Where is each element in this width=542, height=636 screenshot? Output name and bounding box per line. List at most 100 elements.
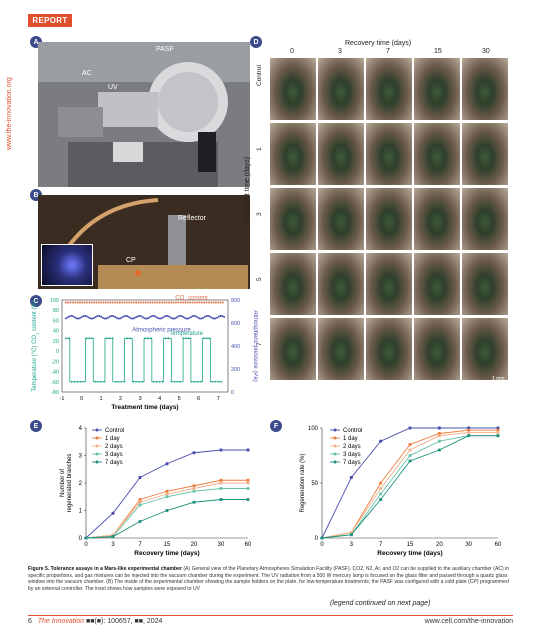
series-point	[137, 301, 140, 304]
data-point	[379, 492, 383, 496]
x-tick: 60	[245, 542, 252, 548]
series-point	[191, 301, 194, 304]
series-line	[85, 499, 248, 539]
panel-f-letter: F	[270, 420, 282, 432]
temperature-point	[202, 337, 205, 340]
temperature-point	[214, 380, 217, 383]
temperature-point	[149, 337, 152, 340]
series-point	[100, 315, 103, 318]
x-tick: 3	[111, 542, 115, 548]
data-point	[349, 531, 353, 534]
series-point	[207, 314, 210, 317]
plant-photo	[414, 253, 460, 315]
report-badge: REPORT	[28, 14, 72, 27]
x-tick: 30	[218, 542, 225, 548]
y-tick: 100	[308, 426, 319, 432]
data-point	[496, 426, 500, 430]
temperature-point	[211, 380, 214, 383]
data-point	[219, 448, 223, 452]
temperature-point	[179, 380, 182, 383]
temperature-point	[79, 380, 82, 383]
plant-photo	[414, 123, 460, 185]
series-point	[144, 301, 147, 304]
series-point	[95, 301, 98, 304]
data-point	[320, 536, 324, 540]
series-point	[163, 301, 166, 304]
col-label: 0	[290, 48, 294, 55]
series-point	[130, 301, 133, 304]
legend-label: 2 days	[343, 444, 361, 450]
series-point	[91, 317, 94, 320]
series-point	[100, 301, 103, 304]
legend-label: 3 days	[105, 452, 123, 458]
data-point	[165, 495, 169, 499]
data-point	[437, 432, 441, 435]
plant-photo	[462, 58, 508, 120]
series-point	[73, 316, 76, 319]
series-point	[85, 301, 88, 304]
data-point	[111, 535, 115, 539]
temperature-point	[120, 380, 123, 383]
label-cp: CP	[126, 257, 136, 264]
series-point	[123, 301, 126, 304]
series-point	[128, 301, 131, 304]
temperature-point	[123, 380, 126, 383]
series-point	[173, 317, 176, 320]
series-label-temperature: Temperature	[169, 331, 203, 337]
series-point	[136, 315, 139, 318]
data-point	[219, 487, 223, 490]
series-point	[121, 316, 124, 319]
legend-label: Control	[105, 428, 124, 434]
series-point	[156, 316, 159, 319]
series-point	[182, 301, 185, 304]
plant-photo	[366, 318, 412, 380]
legend-label: 1 day	[105, 436, 120, 442]
data-point	[379, 481, 383, 485]
temperature-point	[185, 337, 187, 340]
series-point	[179, 301, 182, 304]
series-point	[151, 301, 154, 304]
plant-photo	[366, 188, 412, 250]
plant-photo	[414, 58, 460, 120]
temperature-point	[129, 337, 132, 340]
data-point	[408, 448, 412, 452]
page-footer: 6 The Innovation ■■(■): 100657, ■■, 2024…	[28, 618, 513, 625]
y-tick-right: 200	[231, 367, 240, 373]
series-point	[221, 315, 224, 318]
series-point	[145, 317, 148, 320]
series-point	[180, 315, 183, 318]
series-point	[114, 301, 117, 304]
series-temperature	[65, 337, 223, 383]
journal-url[interactable]: www.cell.com/the-innovation	[424, 618, 513, 625]
series-point	[125, 301, 128, 304]
series-point	[163, 315, 166, 318]
series-point	[70, 314, 73, 317]
series-point	[133, 317, 136, 320]
data-point	[437, 448, 441, 452]
data-point	[219, 481, 223, 485]
data-point	[138, 503, 142, 507]
panel-e-chart: 0 1 2 3 4 0 3 7 15 20 30 60 Recovery time (days) Numb…	[60, 426, 252, 557]
plant-photo	[270, 58, 316, 120]
series-label-co2: CO2 content	[175, 296, 208, 304]
series-point	[214, 301, 217, 304]
col-label: 15	[434, 48, 442, 55]
legend-label: 7 days	[343, 460, 361, 466]
y-axis-label-line1: Number of	[60, 469, 66, 497]
series-point	[69, 301, 72, 304]
series-point	[140, 315, 143, 318]
temperature-point	[114, 380, 117, 383]
temperature-point	[167, 337, 170, 340]
series-point	[75, 317, 78, 320]
series-point	[219, 314, 222, 317]
x-axis-label: Recovery time (days)	[134, 550, 199, 557]
series-point	[110, 314, 113, 317]
series-point	[122, 315, 125, 318]
row-label: 1	[256, 147, 263, 151]
series-point	[121, 301, 124, 304]
data-point	[437, 434, 441, 438]
series-point	[81, 301, 84, 304]
col-label: 3	[338, 48, 342, 55]
data-point	[192, 451, 196, 455]
